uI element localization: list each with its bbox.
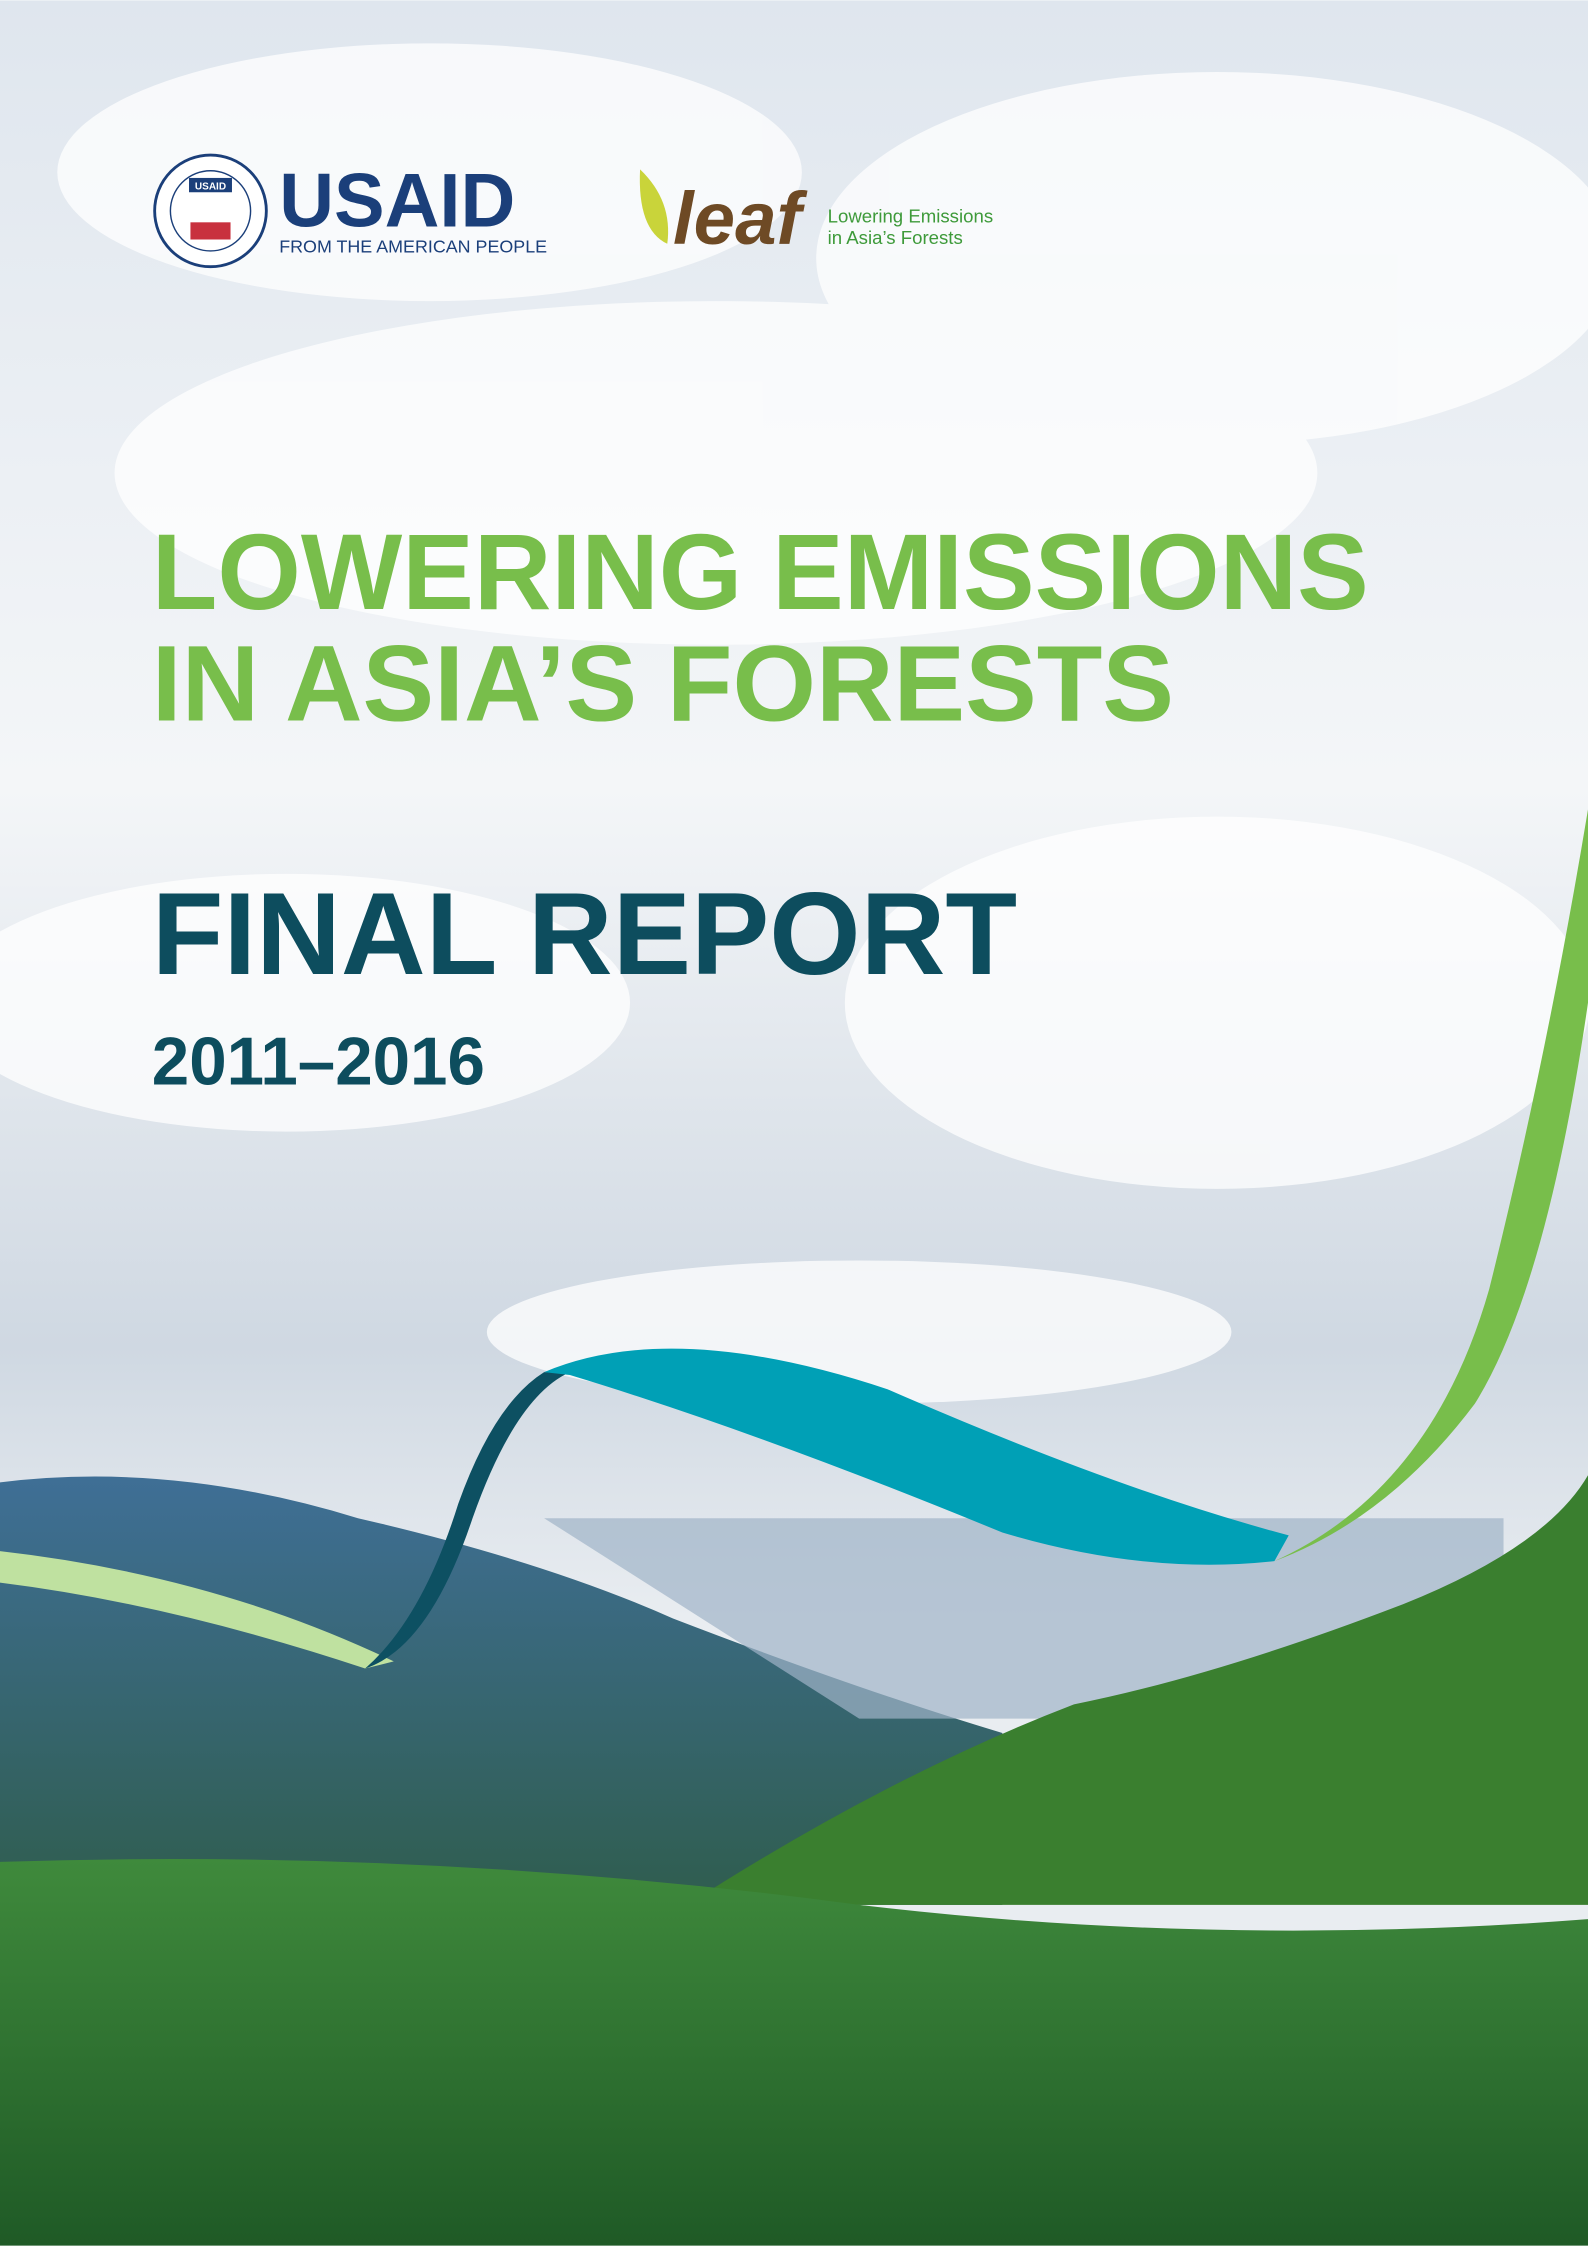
page: USAID USAID FROM THE AMERICAN PEOPLE lea… xyxy=(0,0,1588,2246)
leaf-line1: Lowering Emissions xyxy=(828,205,994,226)
seal-stripes xyxy=(190,222,230,239)
usaid-tagline: FROM THE AMERICAN PEOPLE xyxy=(279,236,547,256)
title-line2: IN ASIA’S FORESTS xyxy=(152,624,1174,744)
seal-text: USAID xyxy=(195,181,226,192)
title-line1: LOWERING EMISSIONS xyxy=(152,512,1369,632)
report-title: FINAL REPORT xyxy=(152,868,1017,999)
report-years: 2011–2016 xyxy=(152,1024,485,1099)
leaf-line2: in Asia’s Forests xyxy=(828,227,963,248)
cover: USAID USAID FROM THE AMERICAN PEOPLE lea… xyxy=(0,0,1588,2246)
usaid-name: USAID xyxy=(279,159,515,244)
usaid-logo: USAID USAID FROM THE AMERICAN PEOPLE xyxy=(155,155,547,267)
leaf-wordmark: leaf xyxy=(673,177,807,260)
